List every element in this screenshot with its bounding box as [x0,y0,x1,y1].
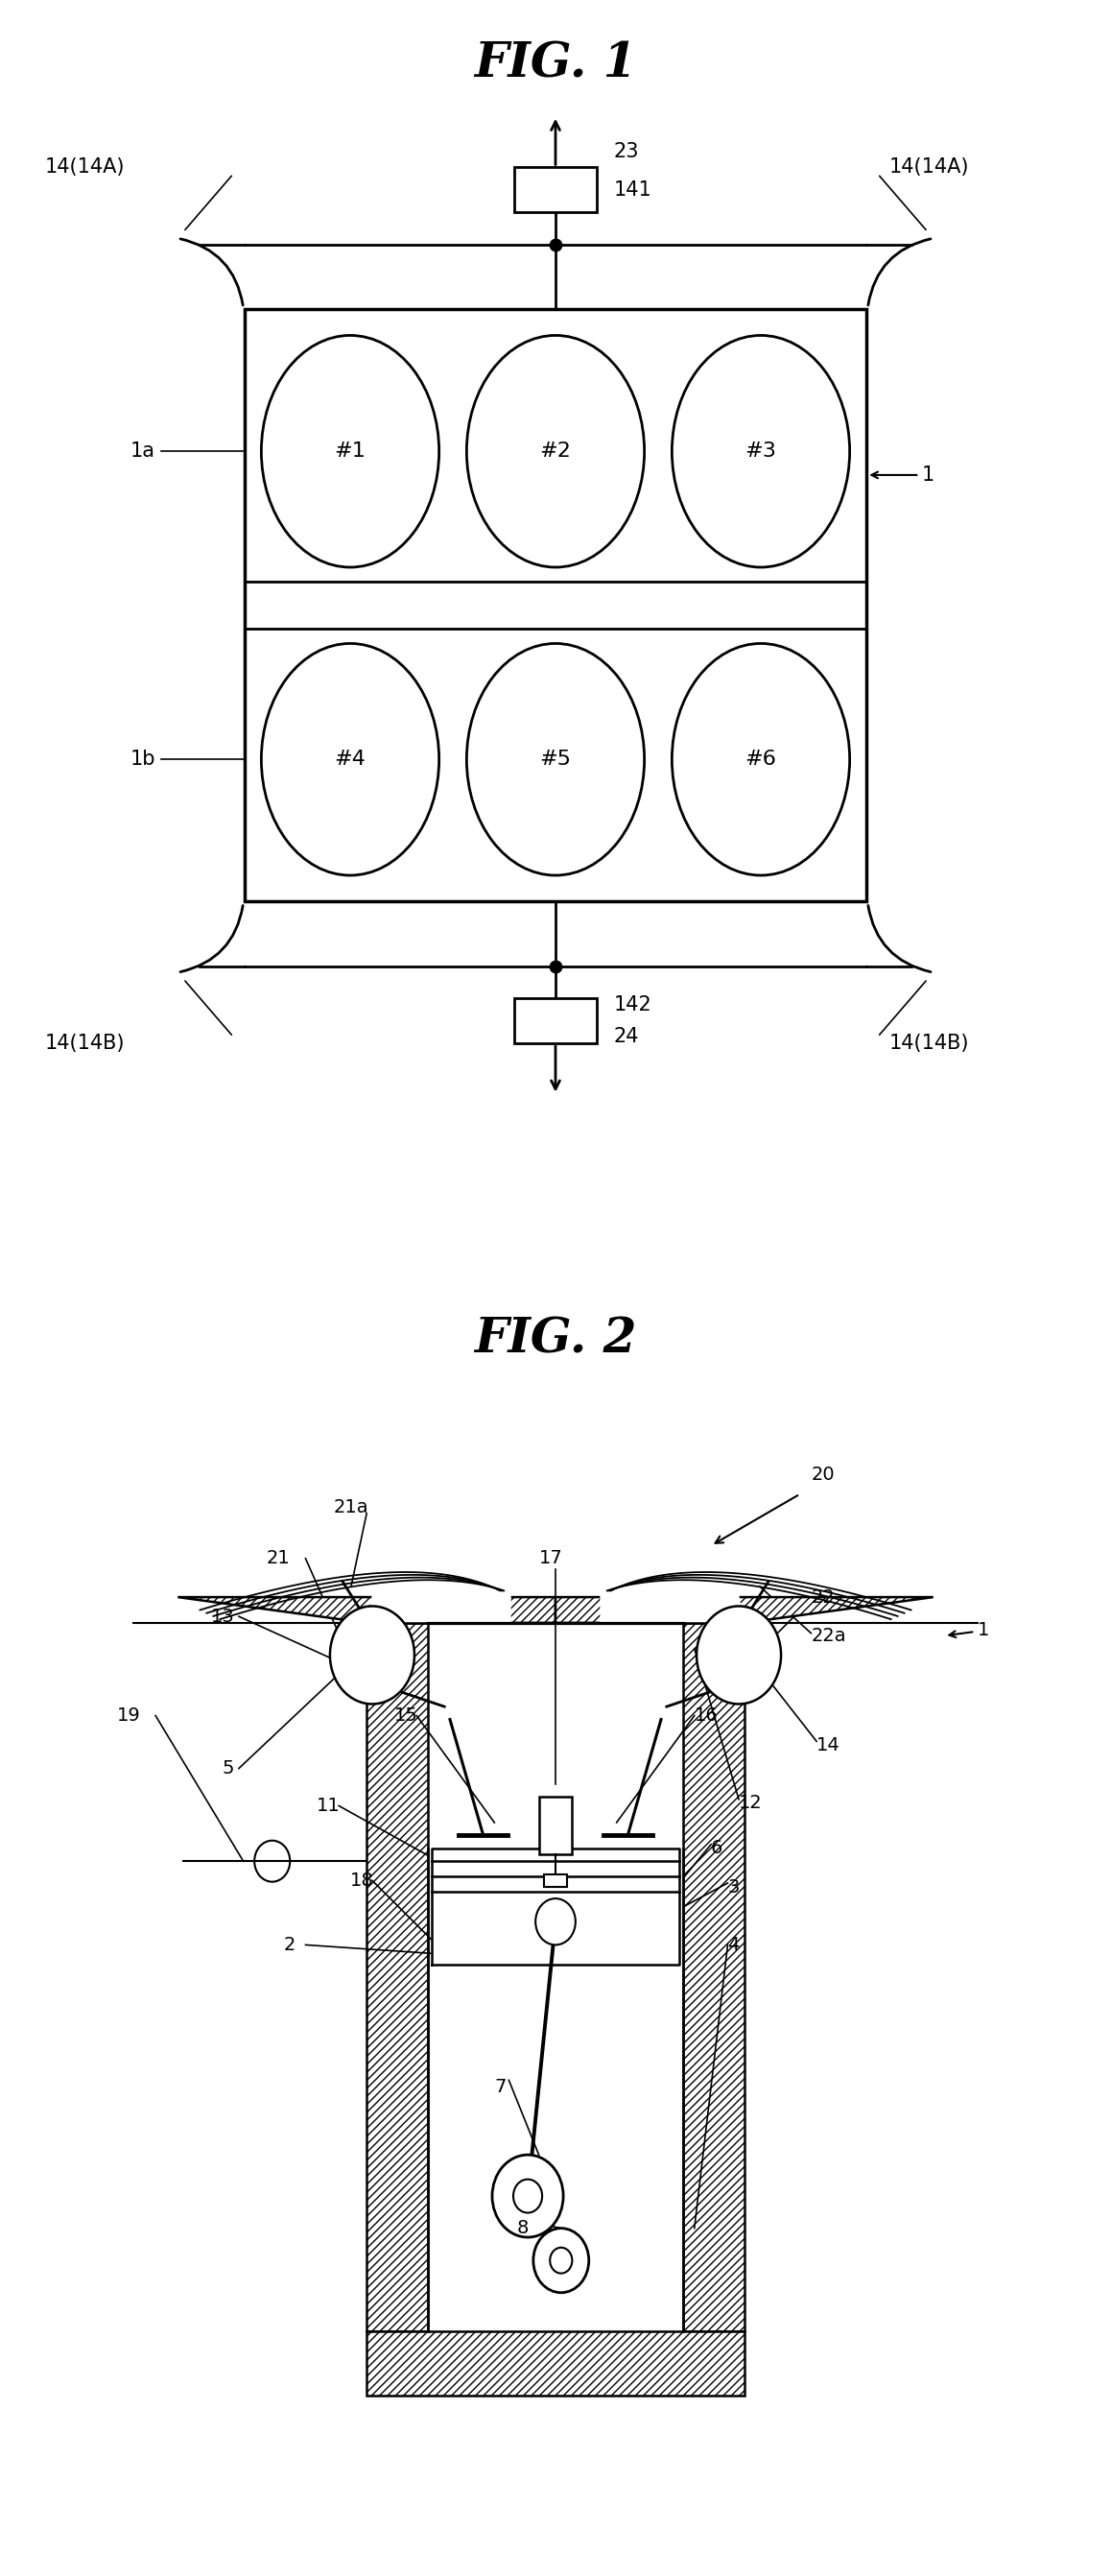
Circle shape [254,1839,290,1880]
Text: 1b: 1b [130,750,156,770]
Text: 6: 6 [711,1839,723,1857]
Bar [513,997,598,1043]
Text: FIG. 2: FIG. 2 [474,1316,637,1363]
Text: 14(14B): 14(14B) [889,1033,969,1054]
Text: FIG. 1: FIG. 1 [474,41,637,88]
Ellipse shape [261,335,439,567]
Text: #3: #3 [745,440,777,461]
Polygon shape [600,1540,744,1623]
Text: 21: 21 [267,1548,290,1569]
Text: 141: 141 [613,180,652,198]
Text: 7: 7 [494,2076,507,2097]
Ellipse shape [672,644,850,876]
Text: 4: 4 [728,1935,740,1955]
Text: 142: 142 [613,997,652,1015]
Text: 21a: 21a [333,1497,369,1517]
Text: 14: 14 [817,1736,840,1754]
Ellipse shape [467,644,644,876]
Circle shape [536,1899,575,1945]
Text: 15: 15 [394,1705,418,1726]
Text: #1: #1 [334,440,366,461]
Text: 23: 23 [613,142,639,162]
Ellipse shape [467,335,644,567]
Circle shape [330,1607,414,1705]
Polygon shape [367,1540,511,1623]
Circle shape [697,1607,781,1705]
Bar [513,167,598,211]
Text: 11: 11 [317,1795,340,1816]
Text: #2: #2 [540,440,571,461]
Text: #6: #6 [745,750,777,770]
Polygon shape [178,1597,556,1623]
Text: 14(14B): 14(14B) [44,1033,124,1054]
Text: 19: 19 [117,1705,140,1726]
Circle shape [550,2246,572,2272]
Text: 1: 1 [949,1620,990,1638]
Text: 1a: 1a [131,440,156,461]
Text: #5: #5 [540,750,571,770]
Text: #4: #4 [334,750,366,770]
Text: 16: 16 [694,1705,718,1726]
Text: 22a: 22a [811,1625,847,1646]
Text: 3: 3 [728,1878,740,1896]
Ellipse shape [261,644,439,876]
Polygon shape [432,1850,679,1965]
Text: 1: 1 [871,466,934,484]
Text: 13: 13 [211,1607,234,1625]
Ellipse shape [672,335,850,567]
Circle shape [533,2228,589,2293]
Polygon shape [556,1597,933,1623]
Circle shape [513,2179,542,2213]
Text: 20: 20 [811,1466,834,1484]
Text: 5: 5 [222,1759,234,1777]
Bar [367,2331,744,2396]
Text: 14(14A): 14(14A) [889,157,969,178]
Bar [683,1623,744,2331]
Bar [244,309,867,902]
Text: 14(14A): 14(14A) [44,157,124,178]
Text: 22: 22 [811,1587,834,1607]
Text: 18: 18 [350,1870,373,1891]
Bar [539,1798,572,1855]
Text: 17: 17 [539,1548,562,1569]
Text: 2: 2 [283,1935,296,1955]
Bar [367,1623,428,2331]
Text: 24: 24 [613,1028,639,1046]
Text: 8: 8 [517,2218,529,2239]
Bar [544,1875,567,1886]
Text: 12: 12 [739,1793,762,1814]
Circle shape [492,2154,563,2236]
